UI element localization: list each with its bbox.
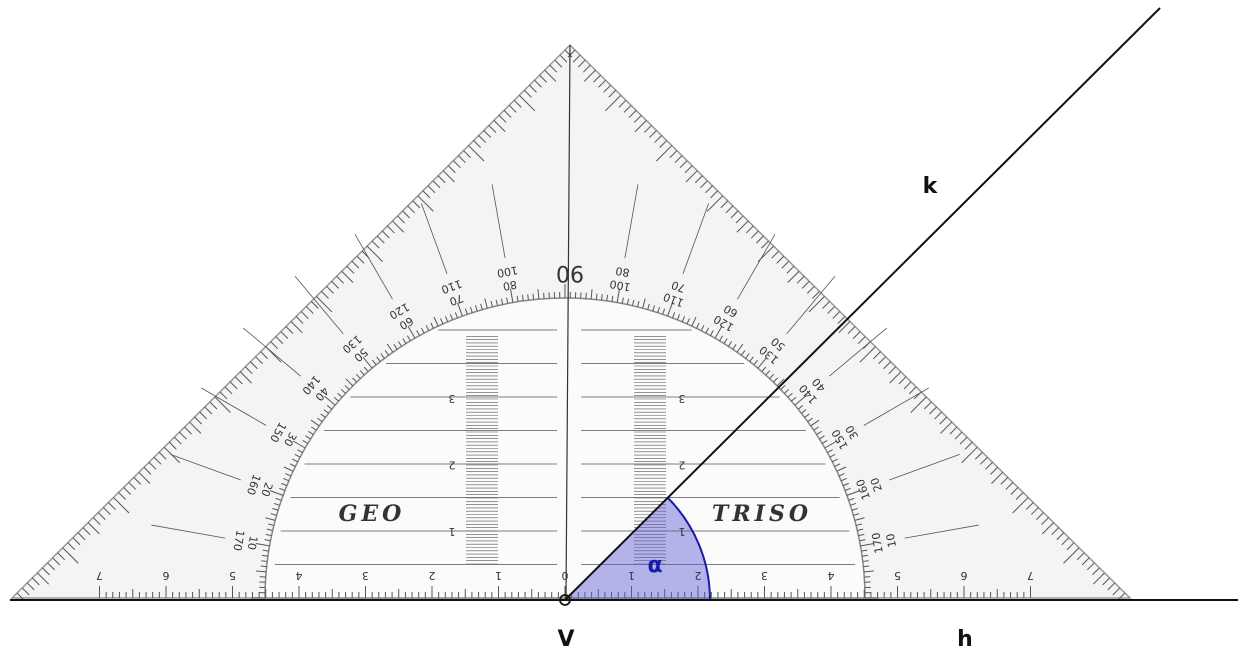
brand-left: GEO bbox=[339, 501, 406, 527]
label-alpha: α bbox=[647, 553, 662, 578]
ruler-label: 6 bbox=[163, 569, 170, 582]
degree-label: 80 bbox=[615, 264, 631, 279]
ruler-label: 1 bbox=[628, 569, 635, 582]
ruler-label: 4 bbox=[296, 569, 303, 582]
degree-tick bbox=[863, 566, 869, 567]
brand-right: TRISO bbox=[712, 501, 812, 527]
degree-label: 10 bbox=[884, 532, 899, 548]
ruler-label: 6 bbox=[961, 569, 968, 582]
ruler-label: 1 bbox=[495, 569, 502, 582]
degree-tick bbox=[596, 294, 597, 300]
ruler-label: 2 bbox=[429, 569, 436, 582]
height-label: 3 bbox=[449, 392, 456, 405]
ruler-zero: 0 bbox=[562, 569, 569, 582]
ruler-label: 2 bbox=[695, 569, 702, 582]
height-label: 1 bbox=[449, 525, 456, 538]
label-k: k bbox=[923, 174, 939, 199]
height-label: 1 bbox=[679, 525, 686, 538]
degree-label: 80 bbox=[502, 278, 518, 293]
ruler-label: 3 bbox=[761, 569, 768, 582]
ruler-label: 5 bbox=[229, 569, 236, 582]
label-v: V bbox=[557, 627, 574, 652]
degree-tick bbox=[261, 566, 267, 567]
apex-label: 90 bbox=[556, 260, 584, 285]
ruler-label: 7 bbox=[1027, 569, 1034, 582]
degree-label: 10 bbox=[245, 535, 260, 551]
label-h: h bbox=[957, 627, 973, 652]
height-label: 3 bbox=[679, 392, 686, 405]
ruler-label: 7 bbox=[96, 569, 103, 582]
diagram: GEO TRISO 90 0 k h V α 10170201603015040… bbox=[0, 0, 1238, 652]
ruler-label: 3 bbox=[362, 569, 369, 582]
height-label: 2 bbox=[679, 459, 686, 472]
ruler-label: 4 bbox=[828, 569, 835, 582]
height-label: 2 bbox=[449, 459, 456, 472]
degree-tick bbox=[533, 294, 534, 300]
ruler-label: 5 bbox=[894, 569, 901, 582]
